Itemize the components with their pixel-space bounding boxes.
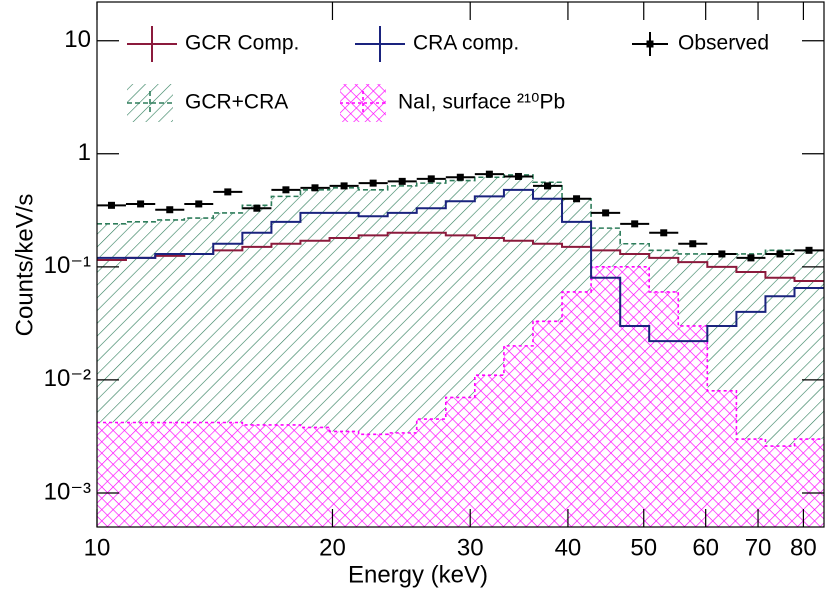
data-point <box>282 186 290 194</box>
y-tick-label: 1 <box>78 139 91 166</box>
legend-label: GCR+CRA <box>185 91 288 114</box>
frame <box>96 1 825 528</box>
hist-bin <box>649 291 679 527</box>
data-point <box>602 209 610 217</box>
hist-bin <box>794 439 824 527</box>
hist-bin <box>620 266 650 527</box>
data-point <box>195 200 203 208</box>
hist-outline <box>97 174 824 255</box>
x-axis-label: Energy (keV) <box>348 561 488 588</box>
data-point <box>340 182 348 190</box>
hist-bin <box>591 266 621 527</box>
hist-bin <box>271 424 301 527</box>
hist-bin <box>503 345 534 527</box>
hist-bin <box>736 439 766 527</box>
hist-bin <box>678 325 708 527</box>
plot-area <box>97 170 824 528</box>
hist-bin <box>474 375 505 527</box>
legend-label: NaI, surface ²¹⁰Pb <box>398 91 565 114</box>
data-point <box>166 206 174 214</box>
hist-bin <box>532 321 563 527</box>
hist-bin <box>387 432 418 527</box>
x-tick-label: 70 <box>745 534 772 561</box>
hist-bin <box>562 291 592 527</box>
hist-bin <box>329 431 360 527</box>
data-point <box>253 204 261 212</box>
hist-bin <box>242 424 272 527</box>
data-point <box>689 240 697 248</box>
legend: GCR+CRA NaI, surface ²¹⁰Pb GCR Comp. CRA co… <box>127 26 769 122</box>
data-point <box>369 179 377 187</box>
x-tick-label: 10 <box>84 534 111 561</box>
y-tick-label: 10⁻³ <box>44 478 91 505</box>
hist-bin <box>300 427 330 527</box>
hist-outline <box>97 266 824 447</box>
hist-bin <box>358 434 389 527</box>
hist-bin <box>416 419 447 527</box>
hist-outline <box>97 188 824 343</box>
hist-bin <box>765 446 795 527</box>
y-axis-label: Counts/keV/s <box>11 194 38 337</box>
data-point <box>485 170 493 178</box>
data-point <box>224 188 232 196</box>
data-point <box>747 254 755 262</box>
data-point <box>137 200 145 208</box>
legend-label: GCR Comp. <box>185 32 299 55</box>
data-point <box>776 250 784 258</box>
data-point <box>631 220 639 228</box>
legend-swatch <box>646 40 654 48</box>
hist-bin <box>445 397 476 527</box>
x-tick-label: 20 <box>319 534 346 561</box>
x-tick-label: 60 <box>692 534 719 561</box>
data-point <box>805 246 813 254</box>
legend-label: Observed <box>678 32 769 55</box>
hist-bin <box>707 390 737 527</box>
data-point <box>398 177 406 185</box>
hist-bin <box>184 422 214 527</box>
legend-label: CRA comp. <box>413 32 519 55</box>
data-point <box>544 182 552 190</box>
data-point <box>514 172 522 180</box>
y-tick-label: 10⁻² <box>44 365 91 392</box>
x-tick-label: 50 <box>630 534 657 561</box>
hist-bin <box>213 422 243 527</box>
x-tick-label: 40 <box>555 534 582 561</box>
x-tick-label: 80 <box>790 534 817 561</box>
hist-bin <box>97 422 127 527</box>
data-point <box>573 195 581 203</box>
data-point <box>660 229 668 237</box>
data-point <box>718 250 726 258</box>
axes: 10 20 30 40 50 60 70 80 10⁻³ 10⁻² 10⁻¹ 1 10 <box>44 2 824 561</box>
data-point <box>107 201 115 209</box>
hist-bin <box>155 422 185 527</box>
hist-bin <box>125 422 156 527</box>
data-point <box>427 175 435 183</box>
y-tick-label: 10⁻¹ <box>44 252 91 279</box>
x-tick-label: 30 <box>457 534 484 561</box>
data-point <box>311 184 319 192</box>
data-point <box>456 173 464 181</box>
y-tick-label: 10 <box>64 26 91 53</box>
